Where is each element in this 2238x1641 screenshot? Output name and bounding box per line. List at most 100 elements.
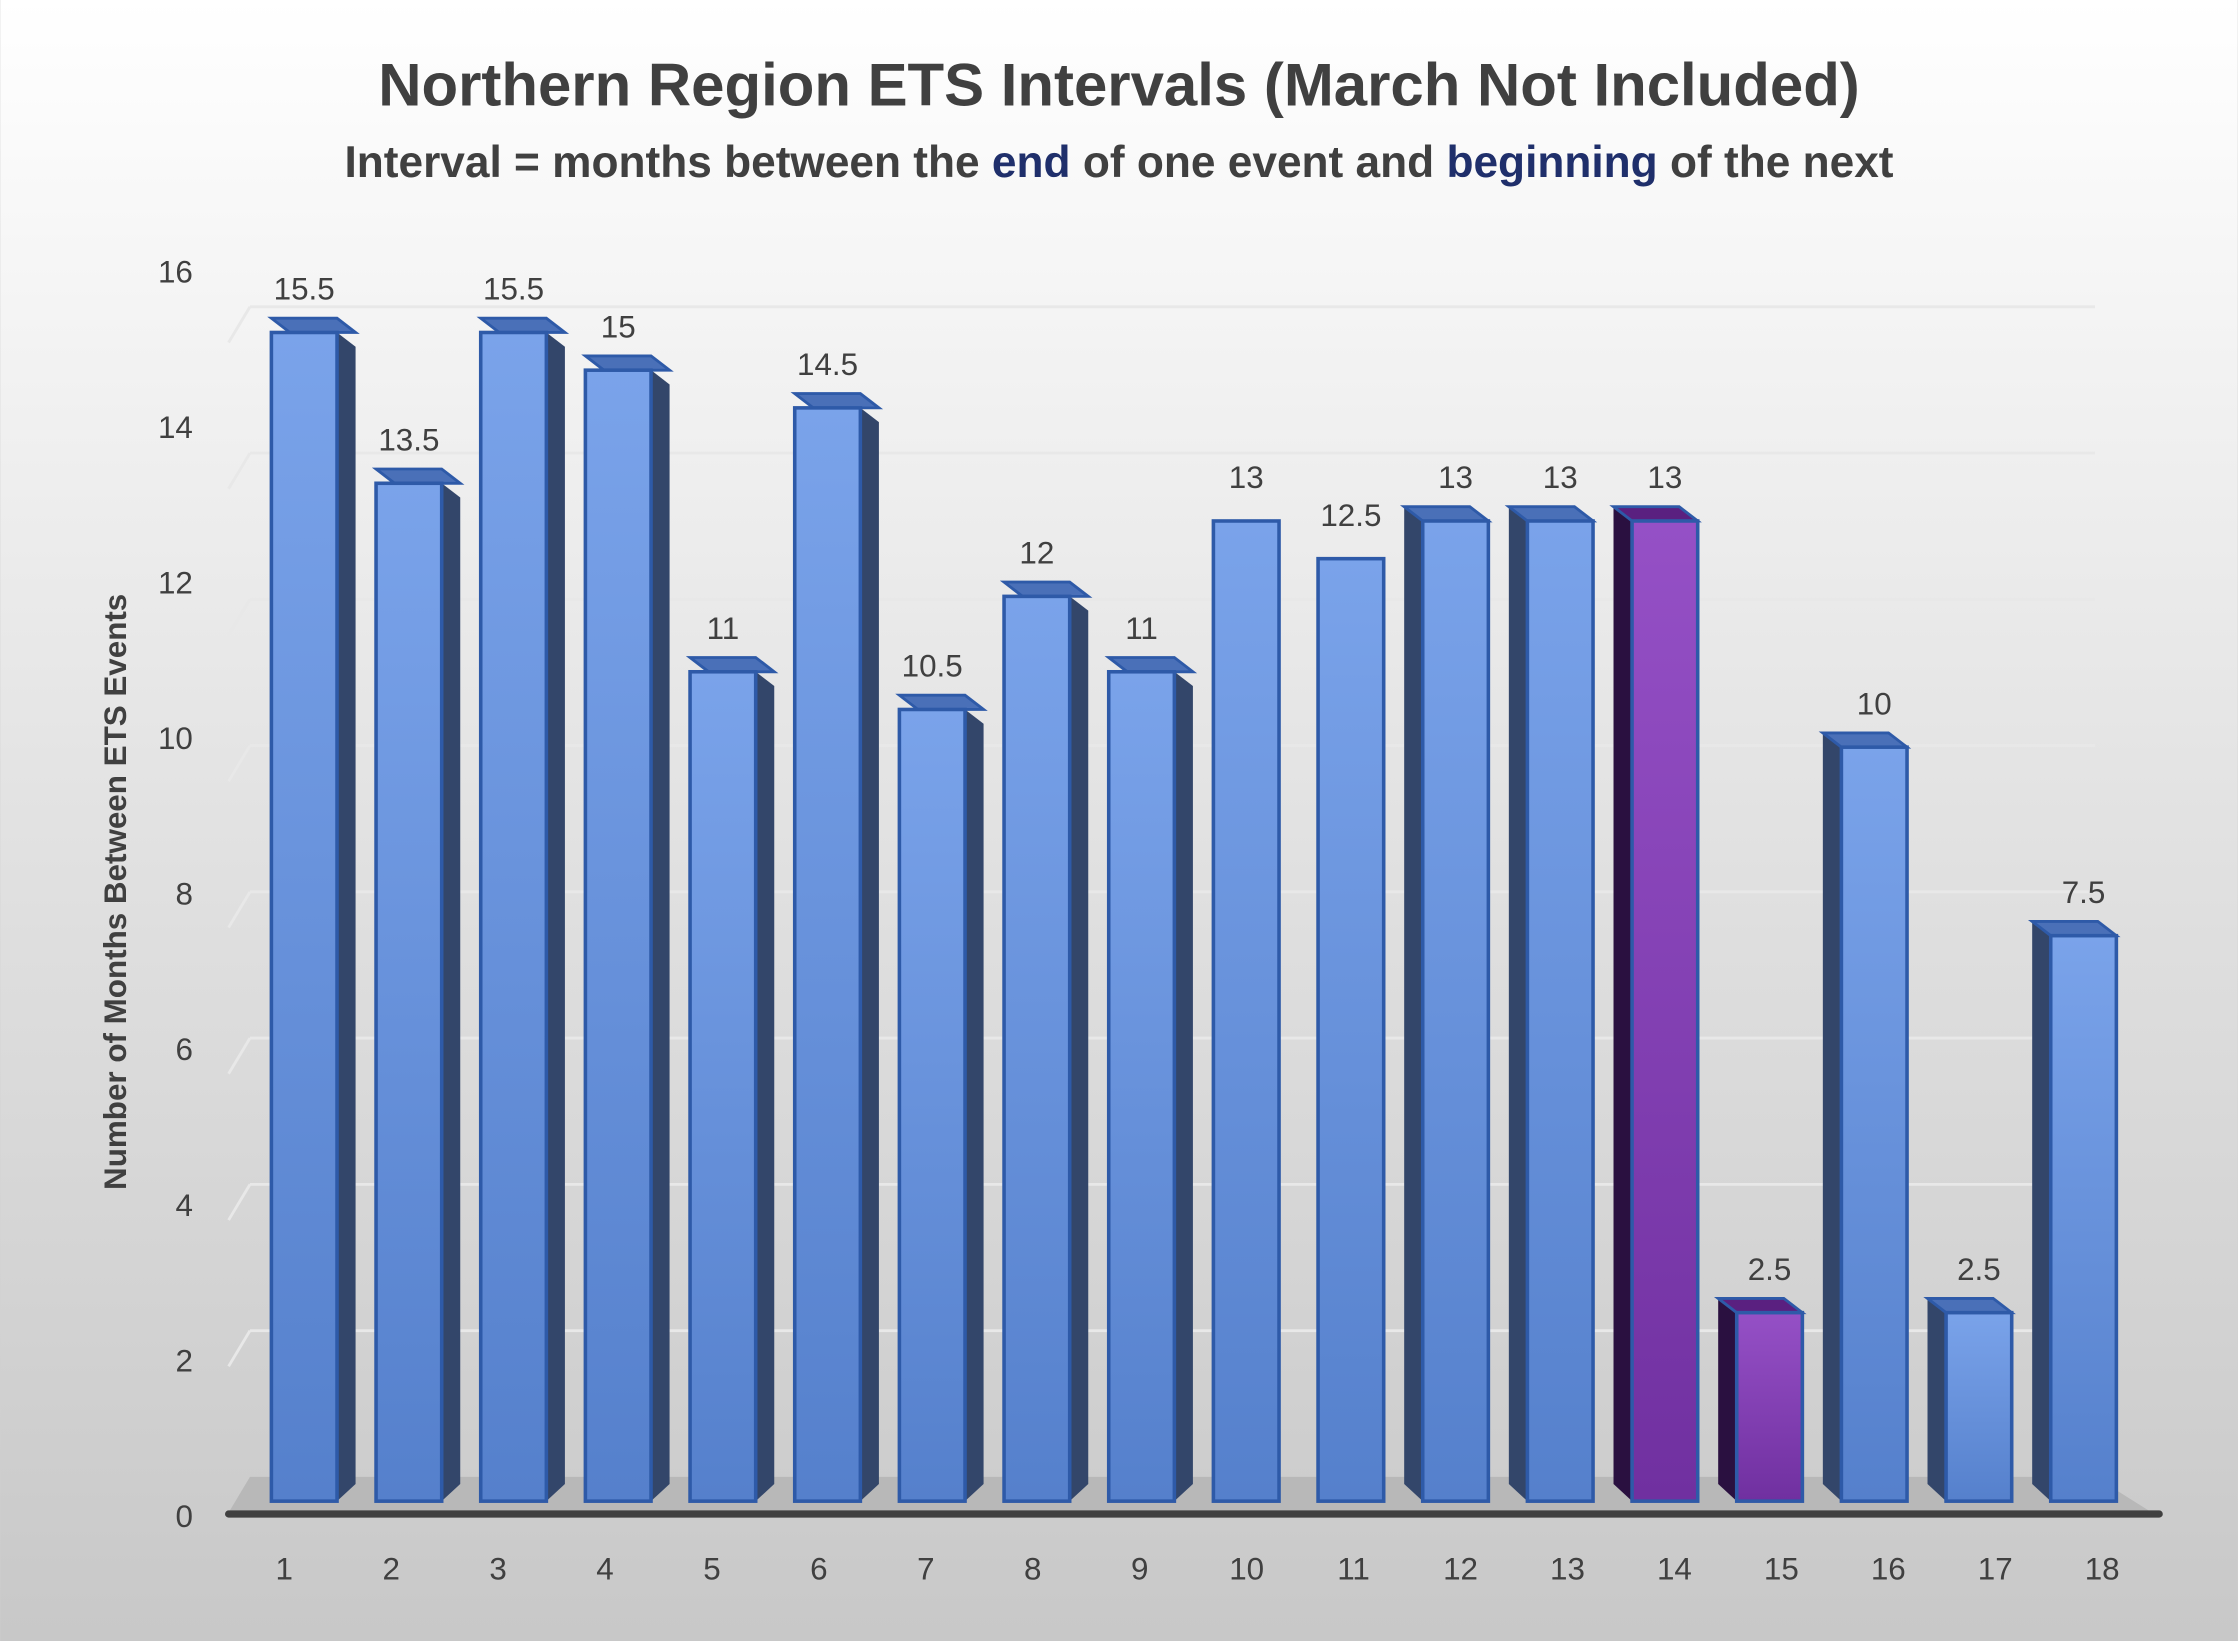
bar-top [1104, 656, 1198, 674]
bar-side [755, 671, 775, 1502]
subtitle-text: of the next [1658, 138, 1894, 187]
gridline-diag [227, 598, 252, 636]
data-label: 10.5 [902, 649, 963, 684]
y-axis-ticks: 0 2 4 6 8 10 12 14 16 [158, 255, 193, 1534]
subtitle-text: Interval = months between the [344, 138, 991, 187]
bar-front [1316, 556, 1386, 1503]
bar-3: 15.5 [476, 272, 570, 1503]
data-label: 15 [601, 309, 636, 344]
bar-side [337, 332, 356, 1502]
y-tick-label: 2 [175, 1343, 192, 1378]
gridline-diag [227, 1183, 252, 1221]
bar-9: 11 [1104, 611, 1198, 1503]
x-tick-label: 16 [1871, 1552, 1906, 1587]
bar-13: 13 [1504, 460, 1598, 1503]
gridline-diag [227, 452, 252, 490]
bar-14: 13 [1609, 460, 1702, 1503]
data-label: 13 [1543, 460, 1578, 495]
data-label: 10 [1857, 686, 1892, 721]
bar-16: 10 [1818, 686, 1912, 1503]
x-tick-label: 8 [1024, 1552, 1041, 1587]
bar-4: 15 [581, 309, 674, 1503]
chart-title: Northern Region ETS Intervals (March Not… [378, 52, 1860, 119]
bar-front [374, 481, 444, 1503]
bars: 15.5 13.5 15.5 15 11 14.5 10.5 12 11 13 12.5 13 13 13… [267, 272, 2121, 1503]
y-tick-label: 12 [158, 566, 193, 601]
y-tick-label: 4 [175, 1188, 192, 1223]
bar-side [1927, 1298, 1947, 1502]
bar-8: 12 [999, 536, 1093, 1503]
bar-front [688, 669, 758, 1503]
bar-11: 12.5 [1316, 498, 1386, 1503]
bar-front [897, 707, 967, 1503]
data-label: 11 [1125, 611, 1158, 646]
x-tick-label: 13 [1550, 1552, 1585, 1587]
bar-front [792, 406, 863, 1503]
x-tick-label: 3 [489, 1552, 506, 1587]
y-tick-label: 16 [158, 255, 193, 290]
bar-top [581, 354, 674, 372]
y-tick-label: 14 [158, 410, 193, 445]
x-tick-label: 5 [703, 1552, 720, 1587]
bar-18: 7.5 [2027, 875, 2121, 1503]
bar-top [371, 467, 465, 485]
bar-side [441, 483, 461, 1502]
x-tick-label: 15 [1764, 1552, 1799, 1587]
x-tick-label: 9 [1131, 1552, 1148, 1587]
x-tick-label: 17 [1978, 1552, 2013, 1587]
bar-side [1613, 506, 1633, 1502]
x-tick-label: 4 [596, 1552, 613, 1587]
x-tick-label: 18 [2085, 1552, 2120, 1587]
x-tick-label: 1 [276, 1552, 293, 1587]
bar-front [583, 368, 653, 1503]
data-label: 13 [1229, 460, 1264, 495]
bar-side [1174, 671, 1193, 1502]
data-label: 13 [1647, 460, 1682, 495]
bar-7: 10.5 [895, 649, 988, 1503]
bar-top [895, 693, 988, 711]
x-axis-ticks: 1 2 3 4 5 6 7 8 9 10 11 12 13 14 15 16 17 18 [276, 1552, 2120, 1587]
bar-17: 2.5 [1923, 1252, 2016, 1503]
data-label: 13.5 [378, 422, 439, 457]
gridline-diag [227, 891, 252, 929]
data-label: 14.5 [797, 347, 858, 382]
gridline-diag [227, 1329, 252, 1368]
bar-front [1734, 1310, 1805, 1503]
bar-front [2048, 933, 2119, 1503]
bar-side [1404, 506, 1423, 1502]
gridline-diag [227, 744, 252, 782]
bar-side [1718, 1298, 1737, 1502]
bar-front [269, 330, 339, 1503]
y-tick-label: 10 [158, 721, 193, 756]
chart-subtitle: Interval = months between the end of one… [344, 138, 1893, 187]
x-tick-label: 2 [382, 1552, 399, 1587]
subtitle-emphasis: beginning [1446, 138, 1657, 187]
subtitle-emphasis: end [992, 138, 1071, 187]
bar-front [1420, 519, 1491, 1503]
bar-15: 2.5 [1713, 1252, 1807, 1503]
bar-6: 14.5 [790, 347, 884, 1503]
bar-top [999, 580, 1093, 598]
bar-side [1069, 596, 1089, 1502]
bar-front [1630, 519, 1700, 1503]
bar-front [1002, 594, 1072, 1503]
x-tick-label: 10 [1229, 1552, 1264, 1587]
bar-front [1106, 669, 1177, 1503]
bar-front [478, 330, 549, 1503]
bar-12: 13 [1399, 460, 1493, 1503]
bar-front [1839, 745, 1909, 1503]
bar-2: 13.5 [371, 422, 465, 1503]
bar-front [1525, 519, 1595, 1503]
x-tick-label: 7 [917, 1552, 934, 1587]
gridline-diag [227, 306, 252, 344]
data-label: 12.5 [1320, 498, 1381, 533]
bar-side [651, 370, 670, 1502]
bar-side [860, 407, 879, 1502]
bar-5: 11 [685, 611, 779, 1503]
bar-top [685, 656, 779, 674]
data-label: 15.5 [483, 272, 544, 307]
subtitle-text: of one event and [1071, 138, 1447, 187]
bar-side [1508, 506, 1528, 1502]
x-tick-label: 11 [1337, 1552, 1370, 1587]
